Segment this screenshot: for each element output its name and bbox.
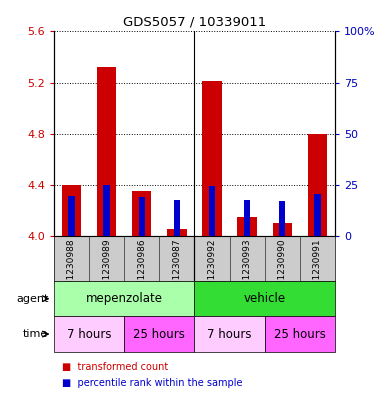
Title: GDS5057 / 10339011: GDS5057 / 10339011 <box>123 16 266 29</box>
Text: 25 hours: 25 hours <box>133 327 185 341</box>
Bar <box>104 185 110 236</box>
Text: GSM1230991: GSM1230991 <box>313 238 322 299</box>
Text: time: time <box>23 329 48 339</box>
Text: GSM1230988: GSM1230988 <box>67 238 76 299</box>
Bar <box>308 134 327 236</box>
Text: 7 hours: 7 hours <box>67 327 111 341</box>
Bar <box>273 223 292 236</box>
Text: GSM1230992: GSM1230992 <box>208 238 216 299</box>
Text: GSM1230990: GSM1230990 <box>278 238 287 299</box>
Bar <box>68 196 75 236</box>
Text: 7 hours: 7 hours <box>207 327 252 341</box>
Bar <box>132 191 151 236</box>
Bar <box>244 200 250 236</box>
Bar <box>314 194 321 236</box>
Bar <box>238 217 257 236</box>
Bar <box>203 81 222 236</box>
Bar <box>54 316 124 352</box>
Text: mepenzolate: mepenzolate <box>85 292 162 305</box>
Text: 25 hours: 25 hours <box>274 327 326 341</box>
Bar <box>62 185 81 236</box>
Bar <box>174 200 180 236</box>
Bar <box>54 281 194 316</box>
Bar <box>194 316 265 352</box>
Text: ■  percentile rank within the sample: ■ percentile rank within the sample <box>62 378 242 388</box>
Text: GSM1230987: GSM1230987 <box>172 238 181 299</box>
Text: GSM1230989: GSM1230989 <box>102 238 111 299</box>
Bar <box>209 186 215 236</box>
Bar <box>194 281 335 316</box>
Bar <box>139 197 145 236</box>
Bar <box>279 201 285 236</box>
Text: vehicle: vehicle <box>244 292 286 305</box>
Text: agent: agent <box>16 294 48 304</box>
Bar <box>167 230 186 236</box>
Text: ■  transformed count: ■ transformed count <box>62 362 168 373</box>
Text: GSM1230986: GSM1230986 <box>137 238 146 299</box>
Bar <box>124 316 194 352</box>
Bar <box>265 316 335 352</box>
Text: GSM1230993: GSM1230993 <box>243 238 252 299</box>
Bar <box>97 67 116 236</box>
